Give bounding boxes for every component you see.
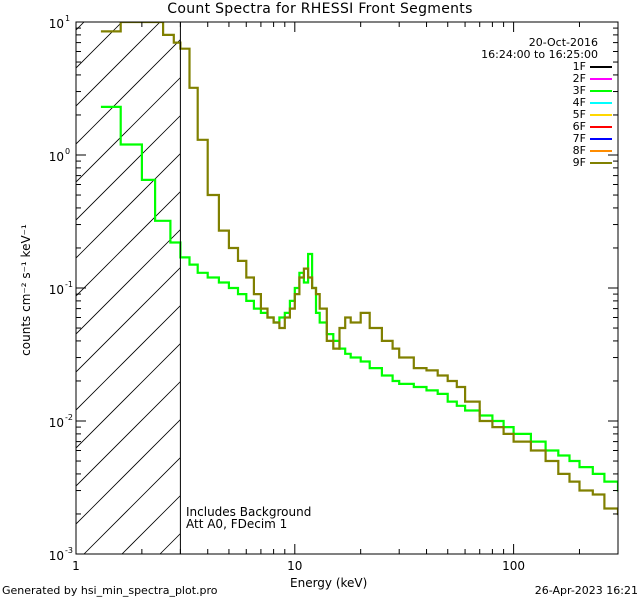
y-tick-label: 10 bbox=[49, 416, 64, 430]
annotation-background: Includes Background bbox=[186, 505, 312, 519]
legend-swatch bbox=[590, 162, 612, 164]
hatch-line bbox=[76, 22, 199, 145]
legend-swatch bbox=[590, 102, 612, 104]
y-tick-exponent: -1 bbox=[65, 280, 73, 289]
legend-item-2F: 2F bbox=[540, 72, 612, 85]
y-tick-exponent: -2 bbox=[65, 413, 73, 422]
series-9F bbox=[100, 22, 618, 516]
hatch-line bbox=[76, 22, 237, 183]
legend-item-5F: 5F bbox=[540, 108, 612, 121]
series-layer bbox=[100, 22, 618, 516]
legend-item-1F: 1F bbox=[540, 60, 612, 73]
legend-item-9F: 9F bbox=[540, 156, 612, 169]
legend-label: 3F bbox=[572, 84, 586, 97]
legend-swatch bbox=[590, 78, 612, 80]
legend-item-6F: 6F bbox=[540, 120, 612, 133]
y-tick-exponent: -3 bbox=[65, 546, 73, 555]
legend-swatch bbox=[590, 138, 612, 140]
legend-label: 9F bbox=[572, 156, 586, 169]
hatch-line bbox=[615, 551, 618, 554]
footer-timestamp: 26-Apr-2023 16:21 bbox=[534, 584, 638, 597]
y-tick-label: 10 bbox=[49, 549, 64, 563]
x-tick-label: 10 bbox=[287, 559, 302, 573]
hatch-line bbox=[0, 0, 74, 554]
chart-title: Count Spectra for RHESSI Front Segments bbox=[167, 1, 473, 17]
footer-generator: Generated by hsi_min_spectra_plot.pro bbox=[2, 584, 218, 597]
y-tick-label: 10 bbox=[49, 283, 64, 297]
x-tick-label: 1 bbox=[72, 559, 80, 573]
legend-swatch bbox=[590, 90, 612, 92]
observation-time-range: 16:24:00 to 16:25:00 bbox=[481, 48, 598, 61]
y-tick-exponent: 0 bbox=[65, 147, 70, 156]
legend-label: 6F bbox=[572, 120, 586, 133]
x-axis-label: Energy (keV) bbox=[290, 576, 368, 590]
legend-label: 8F bbox=[572, 144, 586, 157]
legend-label: 7F bbox=[572, 132, 586, 145]
legend-label: 1F bbox=[572, 60, 586, 73]
y-axis-label: counts cm⁻² s⁻¹ keV⁻¹ bbox=[19, 224, 33, 356]
annotation-attenuator: Att A0, FDecim 1 bbox=[186, 517, 288, 531]
legend-label: 5F bbox=[572, 108, 586, 121]
y-tick-label: 10 bbox=[49, 150, 64, 164]
legend-swatch bbox=[590, 126, 612, 128]
legend-item-7F: 7F bbox=[540, 132, 612, 145]
legend-swatch bbox=[590, 66, 612, 68]
legend-swatch bbox=[590, 150, 612, 152]
legend-label: 2F bbox=[572, 72, 586, 85]
x-tick-label: 100 bbox=[502, 559, 525, 573]
y-tick-label: 10 bbox=[49, 17, 64, 31]
legend-label: 4F bbox=[572, 96, 586, 109]
observation-date: 20-Oct-2016 bbox=[528, 36, 598, 49]
legend-item-3F: 3F bbox=[540, 84, 612, 97]
y-tick-exponent: 1 bbox=[65, 14, 70, 23]
legend-item-8F: 8F bbox=[540, 144, 612, 157]
legend-item-4F: 4F bbox=[540, 96, 612, 109]
legend-swatch bbox=[590, 114, 612, 116]
hatch-line bbox=[76, 22, 161, 107]
series-3F bbox=[100, 105, 618, 492]
